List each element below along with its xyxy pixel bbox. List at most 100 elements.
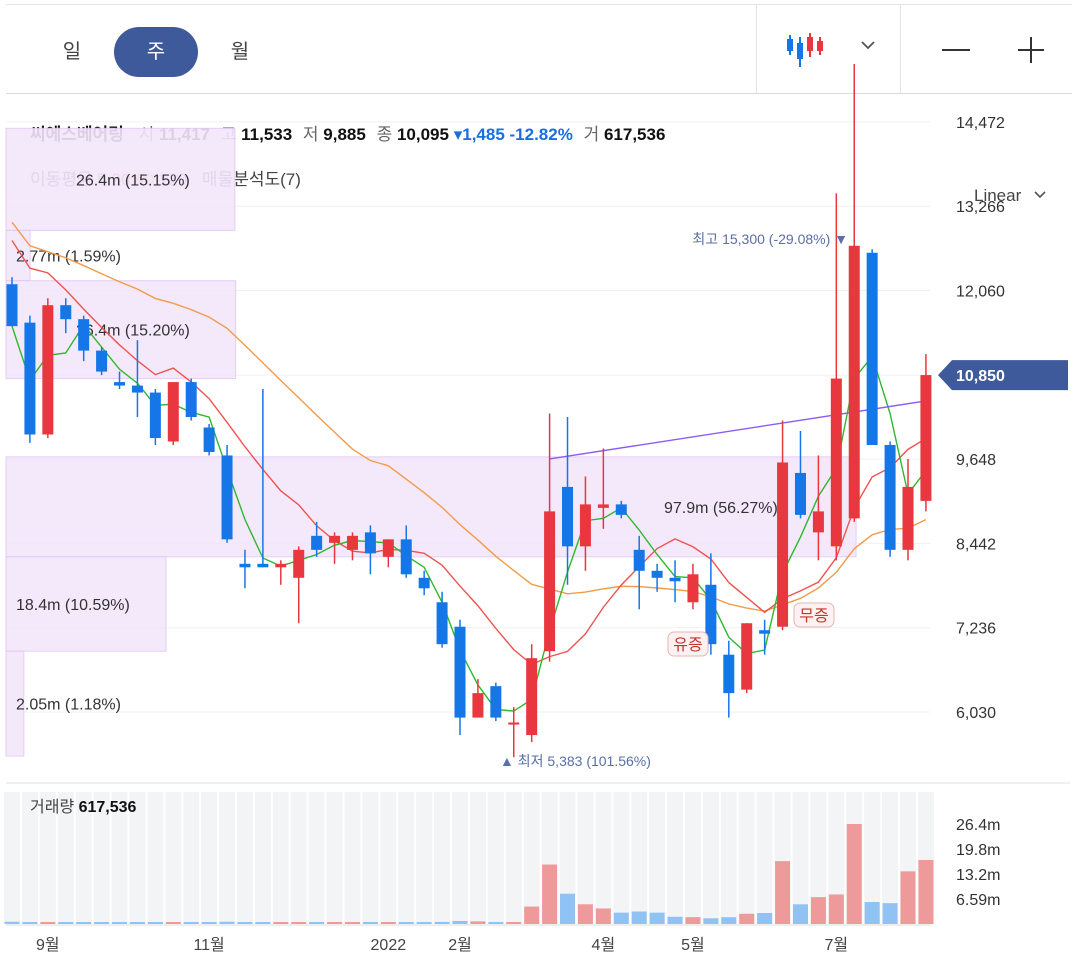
volume-bar: [112, 922, 128, 924]
close-value: 10,095: [396, 125, 449, 144]
volume-profile-toggle[interactable]: 매물분석도(7): [201, 170, 301, 189]
volume-column-bg: [21, 792, 38, 924]
event-badge: [667, 631, 709, 657]
volume-column-bg: [57, 792, 74, 924]
ma-60: 60: [135, 170, 155, 189]
scale-mode-dropdown[interactable]: Linear: [974, 186, 1048, 206]
volume-pane-value: 617,536: [79, 799, 137, 816]
volume-bar: [58, 922, 74, 924]
volume-profile-bar: [5, 650, 25, 757]
ma-60-line: [11, 221, 927, 612]
candle-body: [114, 382, 126, 386]
y-tick-label: 14,472: [956, 115, 1005, 132]
volume-column-bg: [738, 792, 755, 924]
y-tick-label: 12,060: [956, 284, 1005, 301]
volume-column-bg: [308, 792, 325, 924]
candle-body: [257, 563, 269, 568]
current-price-tag: [938, 360, 1068, 391]
candle-body: [185, 382, 197, 418]
volume-bar: [434, 921, 450, 924]
candle-body: [42, 305, 54, 435]
chevron-down-icon: [1034, 191, 1046, 199]
candle-body: [615, 504, 627, 515]
candle-body: [597, 504, 609, 508]
volume-column-bg: [344, 792, 361, 924]
volume-tick-label: 13.2m: [956, 867, 1000, 884]
candle-body: [293, 549, 305, 578]
change-value: 1,485: [462, 125, 505, 144]
x-tick-label: 5월: [681, 936, 705, 954]
volume-column-bg: [792, 792, 809, 924]
candle-body: [794, 472, 806, 515]
candle-body: [723, 654, 735, 694]
volume-bar: [757, 913, 773, 924]
volume-bar: [721, 917, 737, 924]
volume-column-bg: [649, 792, 666, 924]
candle-body: [705, 584, 717, 645]
volume-column-bg: [290, 792, 307, 924]
candle-body: [777, 462, 789, 627]
volume-bar: [882, 903, 898, 924]
volume-bar: [147, 922, 163, 924]
volume-bar: [470, 921, 486, 924]
volume-column-bg: [864, 792, 881, 924]
scale-mode-label: Linear: [974, 186, 1022, 205]
volume-bar: [165, 922, 181, 924]
volume-bar: [631, 911, 647, 924]
volume-bar: [864, 902, 880, 924]
low-label: 저: [302, 125, 319, 144]
current-price-label: 10,850: [956, 368, 1005, 385]
volume-profile-label: 2.77m (1.59%): [16, 249, 121, 266]
volume-bar: [380, 922, 396, 924]
ma-120: 120: [158, 170, 188, 189]
candle-body: [364, 532, 376, 554]
candle-body: [239, 563, 251, 568]
volume-bar: [76, 922, 92, 924]
period-day-tab[interactable]: 일: [62, 41, 82, 63]
volume-column-bg: [487, 792, 504, 924]
volume-column-bg: [362, 792, 379, 924]
volume-column-bg: [631, 792, 648, 924]
volume-bar: [237, 922, 253, 924]
volume-pane-label: 거래량 617,536: [30, 798, 137, 816]
plus-icon[interactable]: [1016, 35, 1046, 65]
candle-body: [203, 427, 215, 452]
candle-body: [830, 378, 842, 547]
open-label: 시: [138, 125, 155, 144]
candle-body: [454, 626, 466, 718]
volume-bar: [739, 913, 755, 924]
x-tick-label: 7월: [825, 936, 849, 954]
close-label: 종: [376, 125, 393, 144]
volume-column-bg: [541, 792, 558, 924]
volume-bar: [22, 922, 38, 924]
volume-profile-label: 26.4m (15.20%): [76, 323, 190, 340]
moving-average-legend[interactable]: 이동평균 5 20 60 120 매물분석도(7): [30, 165, 301, 190]
candlestick-icon[interactable]: [784, 31, 830, 71]
volume-column-bg: [236, 792, 253, 924]
volume-column-bg: [720, 792, 737, 924]
change-percent: -12.82%: [509, 125, 573, 144]
period-month-tab[interactable]: 월: [230, 41, 250, 63]
candle-body: [526, 658, 538, 736]
volume-column-bg: [75, 792, 92, 924]
y-tick-label: 8,442: [956, 536, 996, 553]
event-label: 무증: [799, 608, 828, 625]
volume-profile-bar: [5, 556, 167, 652]
x-tick-label: 9월: [36, 936, 60, 954]
volume-column-bg: [505, 792, 522, 924]
volume-bar: [94, 922, 110, 924]
volume-column-bg: [326, 792, 343, 924]
chevron-down-icon[interactable]: [858, 39, 878, 53]
candle-body: [346, 535, 358, 550]
volume-column-bg: [165, 792, 182, 924]
top-toolbar: 일 주 월: [6, 4, 1072, 94]
volume-label: 거: [583, 125, 600, 144]
period-week-tab[interactable]: 주: [114, 27, 198, 77]
volume-profile-label: 2.05m (1.18%): [16, 697, 121, 714]
volume-column-bg: [416, 792, 433, 924]
stock-name: 씨에스베어링: [30, 125, 124, 144]
volume-bar: [183, 922, 199, 924]
volume-column-bg: [667, 792, 684, 924]
minus-icon[interactable]: [940, 38, 972, 62]
volume-profile-bar: [5, 229, 31, 282]
